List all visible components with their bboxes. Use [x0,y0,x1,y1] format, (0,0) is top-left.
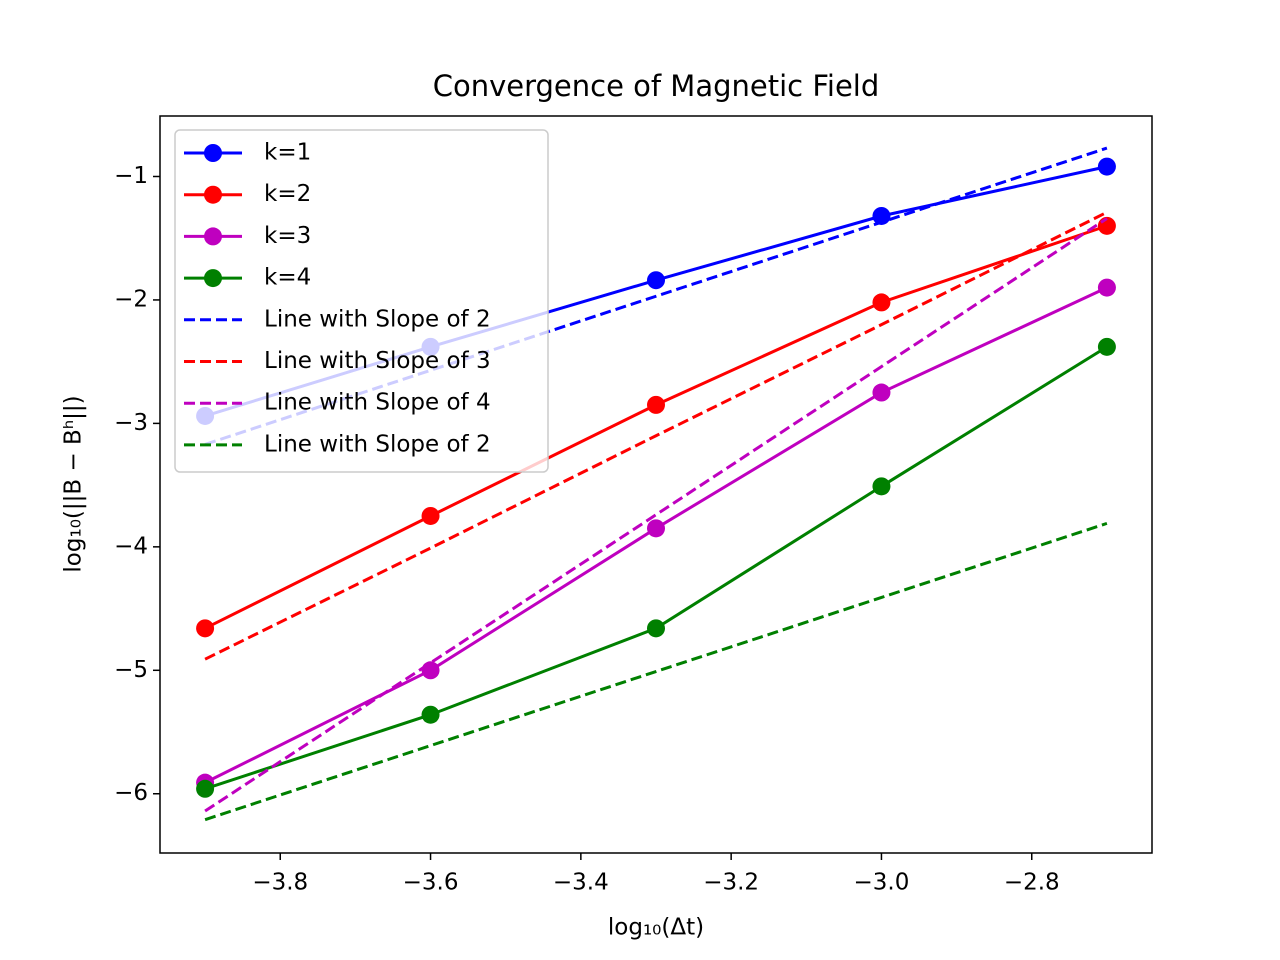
y-tick-label: −2 [114,286,148,312]
series-marker [1097,157,1116,176]
x-tick-label: −3.2 [703,870,759,896]
series-line [204,521,1108,822]
series-marker [647,619,665,638]
series-marker [1097,337,1116,356]
series-marker [421,506,440,525]
y-tick-label: −5 [114,657,148,683]
series-line [204,210,1108,661]
x-axis-label: log₁₀(Δt) [608,915,704,941]
legend-label: Line with Slope of 3 [264,348,491,374]
x-tick-label: −3.0 [854,870,910,896]
series-marker [647,395,665,414]
legend-label: Line with Slope of 2 [264,306,491,332]
legend-label: Line with Slope of 4 [264,390,491,416]
series-marker [872,477,891,496]
series-marker [421,661,440,680]
x-tick-label: −2.8 [1004,870,1060,896]
y-tick-label: −1 [114,163,148,189]
legend-label: Line with Slope of 2 [264,431,491,457]
plot-frame [159,115,1153,854]
series-line [204,146,1108,446]
series-marker [196,619,215,638]
legend-marker [204,227,222,246]
series-marker [1097,278,1116,297]
legend-label: k=1 [264,140,311,166]
series-marker [421,705,440,724]
series-line [204,217,1108,813]
series-marker [872,206,891,225]
x-tick-label: −3.8 [252,870,308,896]
legend-marker [204,144,222,162]
x-tick-label: −3.6 [403,870,459,896]
legend-marker [204,185,222,204]
series-marker [872,383,891,402]
series-marker [196,779,215,798]
legend-box [174,129,549,473]
legend-marker [204,269,222,288]
legend-label: k=4 [264,265,311,291]
chart-title: Convergence of Magnetic Field [433,69,880,103]
x-tick-label: −3.4 [553,870,609,896]
y-axis-label: log₁₀(||B − Bʰ||) [61,395,87,572]
y-tick-label: −3 [114,410,148,436]
series-marker [647,271,665,290]
series-marker [647,519,665,538]
y-tick-label: −6 [114,780,148,806]
series-marker [872,293,891,312]
legend-label: k=2 [264,181,311,207]
y-tick-label: −4 [114,533,148,559]
legend-label: k=3 [264,223,311,249]
